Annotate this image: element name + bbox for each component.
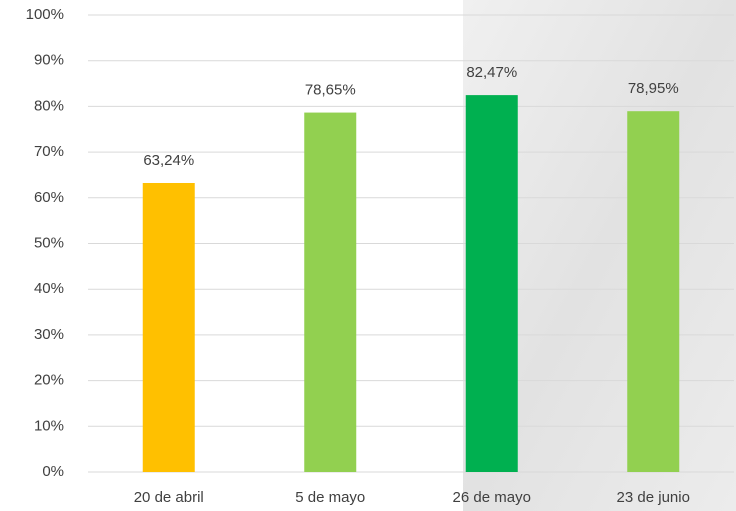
x-tick-label: 26 de mayo	[453, 489, 531, 506]
y-tick-label: 70%	[34, 143, 64, 160]
bar	[304, 113, 356, 472]
value-label: 78,65%	[305, 82, 356, 99]
value-label: 82,47%	[466, 64, 517, 81]
x-tick-label: 23 de junio	[617, 489, 690, 506]
x-tick-label: 5 de mayo	[295, 489, 365, 506]
y-tick-label: 100%	[26, 6, 64, 23]
y-tick-label: 90%	[34, 52, 64, 69]
y-tick-label: 10%	[34, 417, 64, 434]
y-tick-label: 60%	[34, 189, 64, 206]
y-tick-label: 0%	[42, 463, 64, 480]
y-tick-label: 20%	[34, 372, 64, 389]
bar	[627, 111, 679, 472]
y-tick-label: 30%	[34, 326, 64, 343]
y-tick-label: 80%	[34, 97, 64, 114]
chart: 0% 10% 20% 30% 40% 50% 60% 70% 80% 90% 100% 20 de a…	[0, 0, 736, 511]
value-label: 63,24%	[143, 152, 194, 169]
y-tick-label: 50%	[34, 234, 64, 251]
x-tick-label: 20 de abril	[134, 489, 204, 506]
bar	[466, 95, 518, 472]
bar	[143, 183, 195, 472]
value-label: 78,95%	[628, 80, 679, 97]
y-tick-label: 40%	[34, 280, 64, 297]
